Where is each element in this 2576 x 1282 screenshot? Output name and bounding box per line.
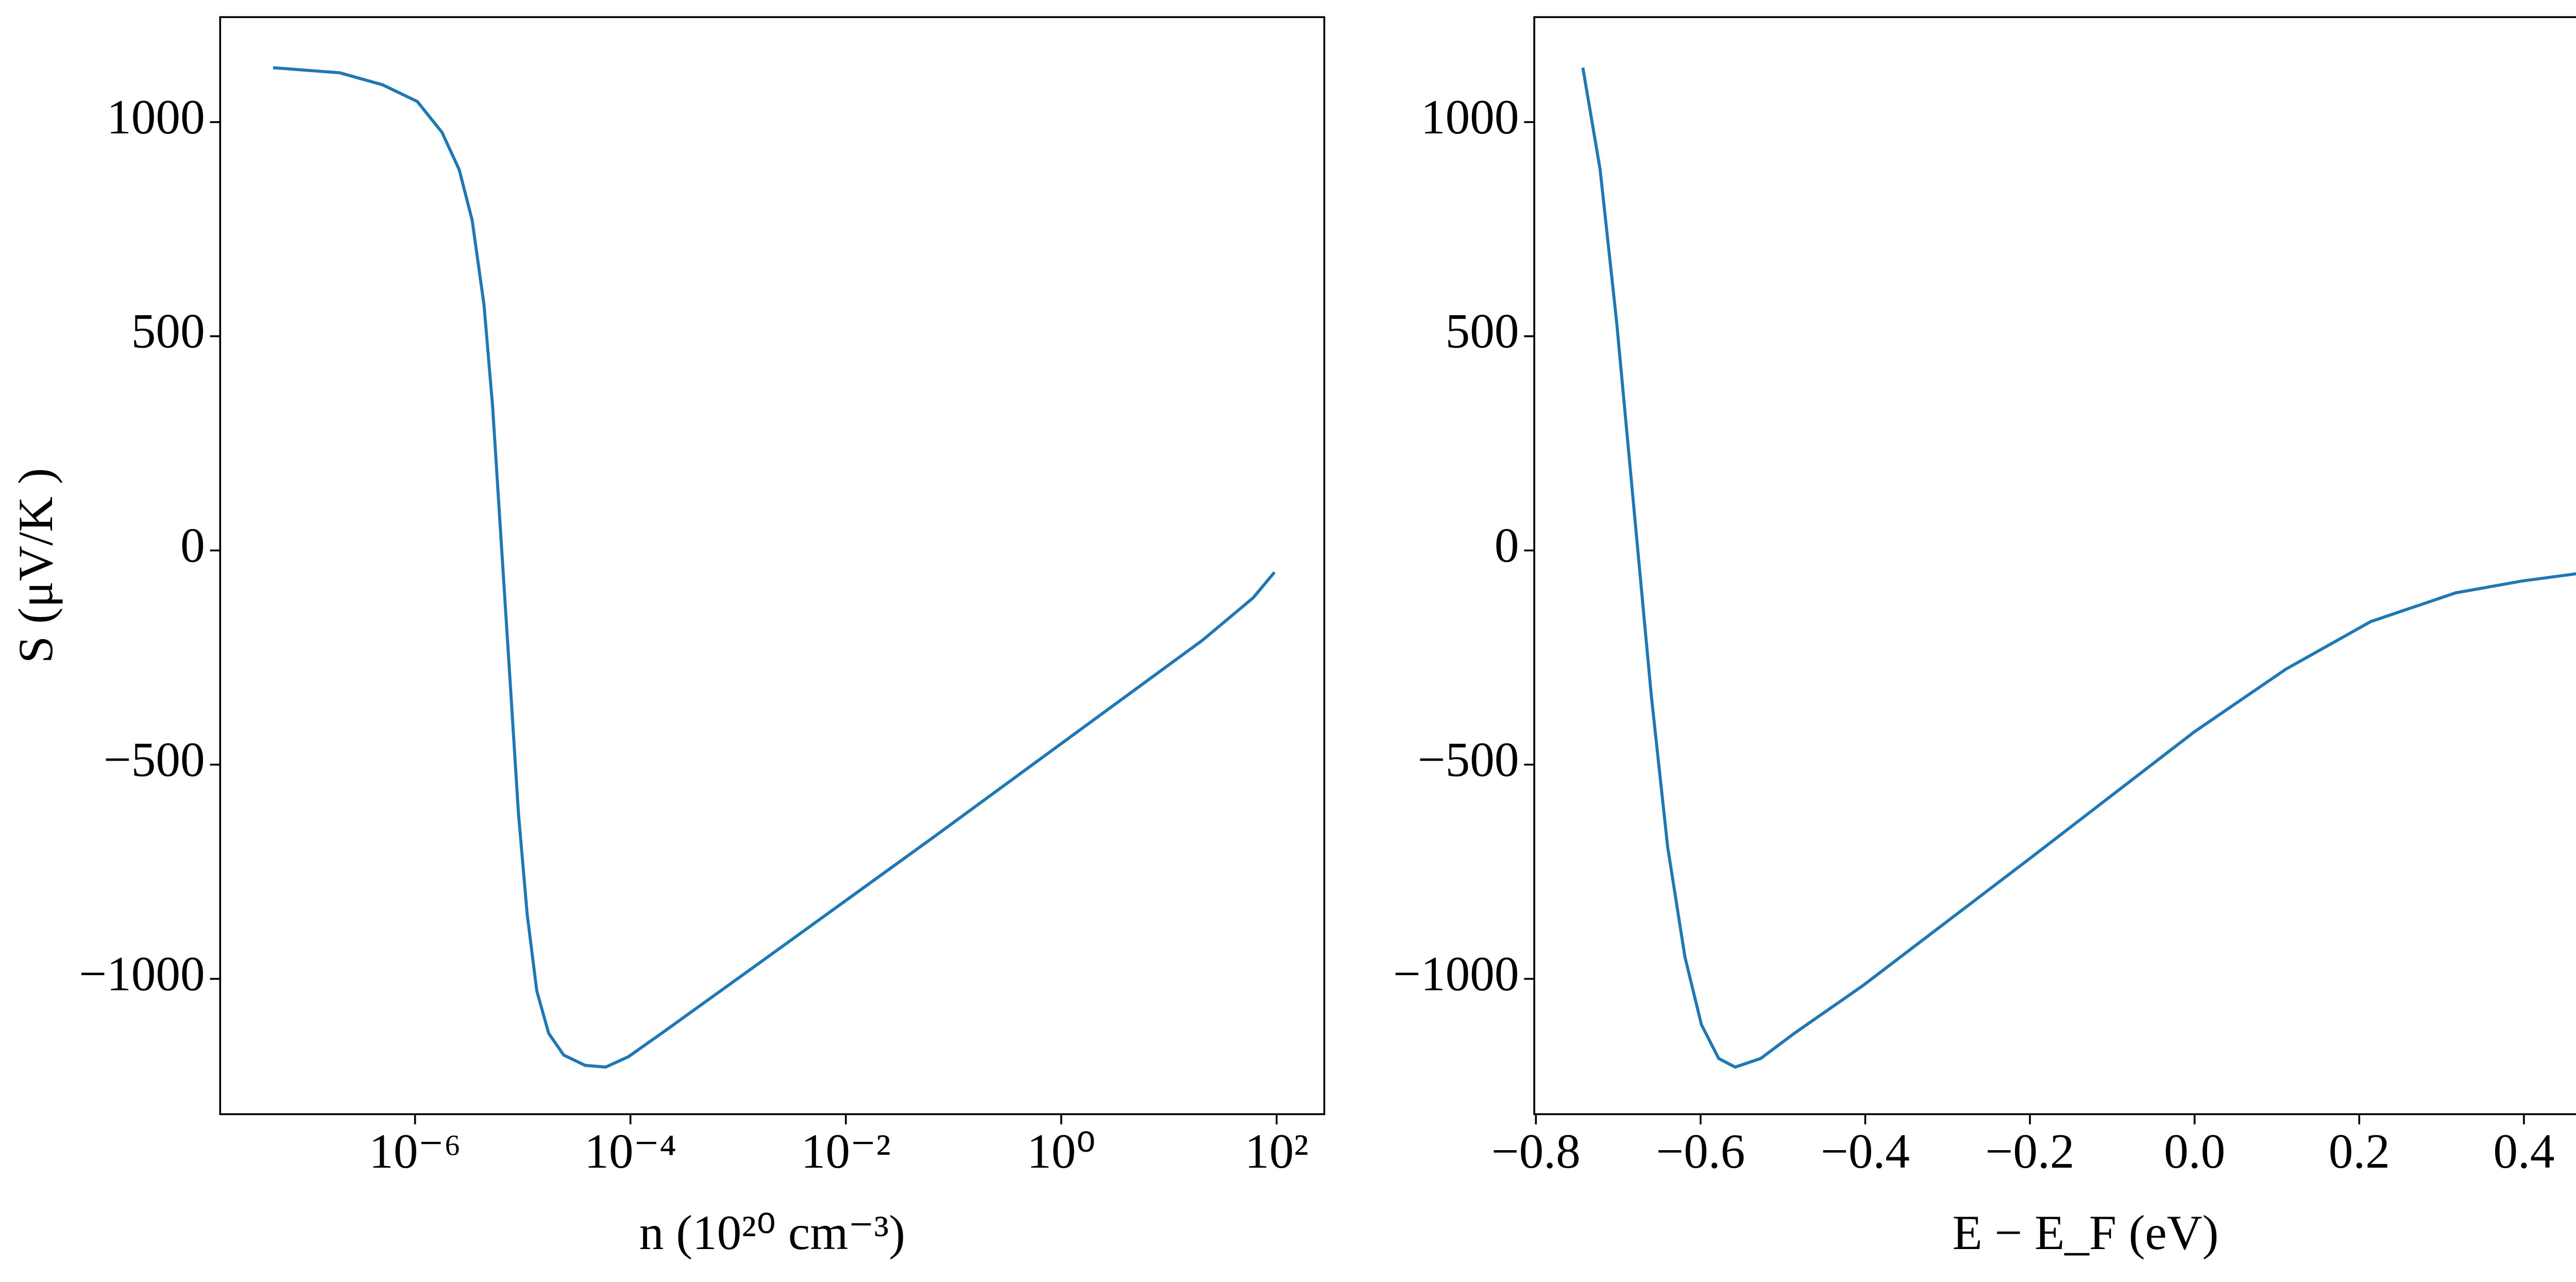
x-tick-label: 0.2 <box>2329 1124 2390 1178</box>
data-line <box>1581 67 2576 1069</box>
x-tick-label: 0.0 <box>2164 1124 2225 1178</box>
data-line <box>273 66 1276 1069</box>
y-tick-label: −500 <box>1418 732 1519 787</box>
plot-frame <box>1533 16 2576 1116</box>
y-tick-label: −1000 <box>79 946 205 1001</box>
y-tick-label: −1000 <box>1393 946 1519 1001</box>
plot-frame <box>219 16 1326 1116</box>
y-tick-label: 500 <box>131 304 205 358</box>
x-tick-label: 10⁻² <box>801 1124 891 1178</box>
x-tick-label: −0.6 <box>1656 1124 1745 1178</box>
x-tick-label: 10⁻⁶ <box>369 1124 461 1178</box>
x-tick-label: 10⁰ <box>1027 1124 1096 1178</box>
x-tick-label: 0.4 <box>2493 1124 2554 1178</box>
x-tick-label: −0.4 <box>1821 1124 1910 1178</box>
y-tick-label: 1000 <box>107 90 205 144</box>
x-tick-label: −0.2 <box>1986 1124 2075 1178</box>
x-tick-label: −0.8 <box>1492 1124 1581 1178</box>
x-axis-label: n (10²⁰ cm⁻³) <box>639 1205 905 1260</box>
x-tick-label: 10⁻⁴ <box>584 1124 676 1178</box>
x-tick-label: 10² <box>1245 1124 1309 1178</box>
y-tick-label: 0 <box>1495 518 1519 573</box>
y-tick-label: −500 <box>104 732 205 787</box>
y-axis-label: S (μV/K ) <box>8 468 63 663</box>
y-tick-label: 0 <box>180 518 205 573</box>
x-axis-label: E − E_F (eV) <box>1952 1205 2218 1260</box>
y-tick-label: 500 <box>1445 304 1519 358</box>
y-tick-label: 1000 <box>1421 90 1519 144</box>
